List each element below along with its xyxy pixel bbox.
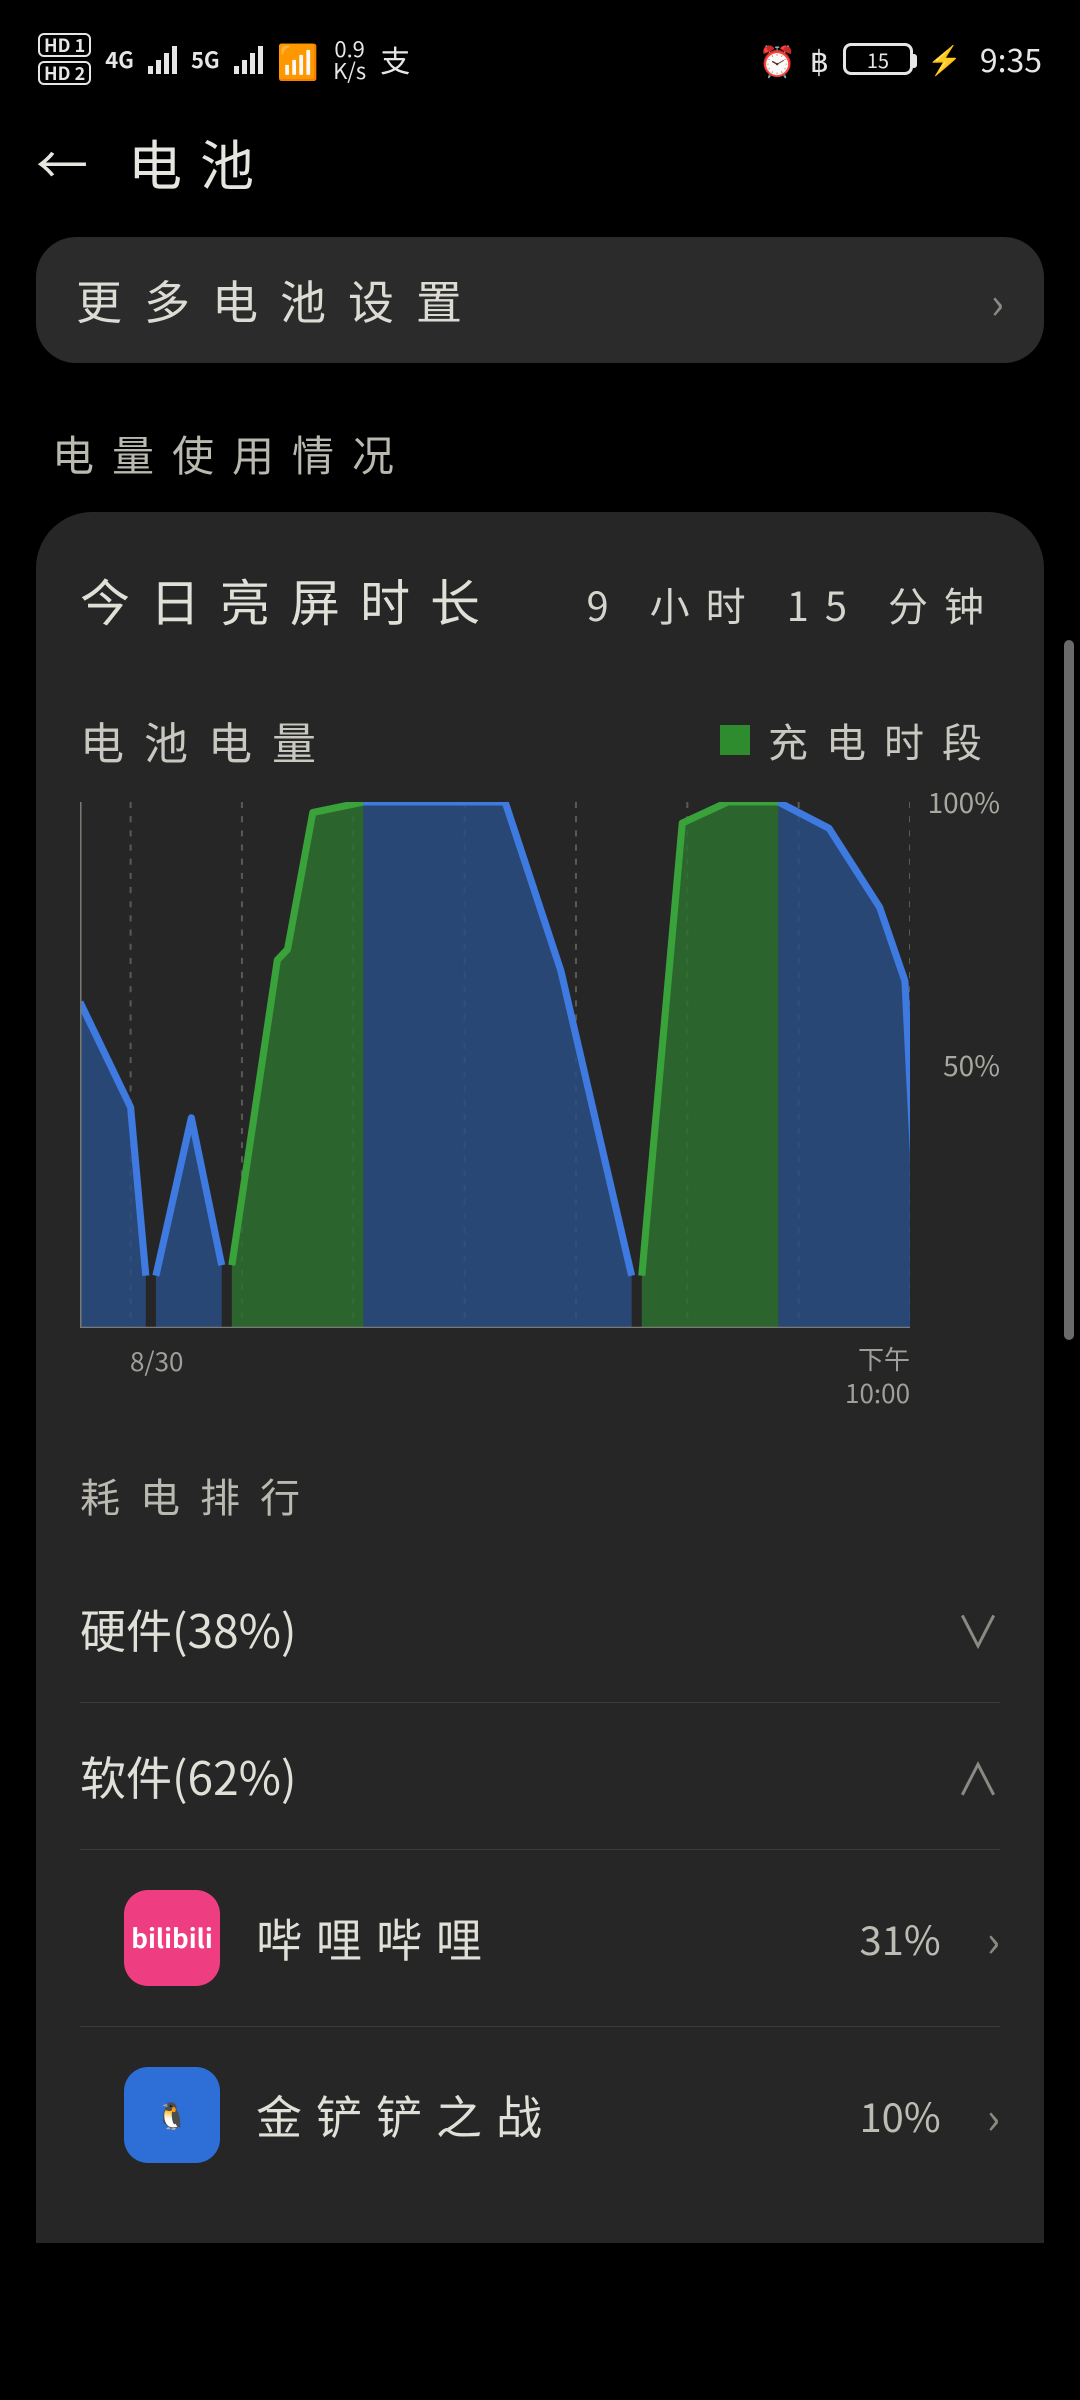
hd-sim-indicator: HD 1 HD 2 (38, 33, 91, 85)
net-speed: 0.9 K/s (333, 37, 366, 81)
chevron-right-icon: › (987, 2083, 1000, 2147)
software-app-list: bilibili 哔哩哔哩 31% › 🐧 金铲铲之战 10% › (80, 1849, 1000, 2203)
x-axis-labels: 8/30 下午 10:00 (80, 1342, 1000, 1410)
y-tick-50: 50% (943, 1045, 1000, 1085)
app-row[interactable]: 🐧 金铲铲之战 10% › (80, 2026, 1000, 2203)
battery-chart[interactable] (80, 802, 910, 1328)
hd1-badge: HD 1 (38, 33, 91, 57)
chart-header: 电池电量 充电时段 (80, 708, 1000, 772)
app-name: 哔哩哔哩 (256, 1905, 823, 1971)
chart-wrap: 100% 50% (80, 802, 1000, 1328)
network-2-label: 5G (191, 43, 220, 75)
network-1-label: 4G (105, 43, 134, 75)
battery-pct: 15 (867, 45, 889, 74)
y-tick-100: 100% (928, 782, 1000, 822)
x-end-line2: 10:00 (845, 1374, 910, 1411)
screen-on-label: 今日亮屏时长 (80, 564, 500, 636)
app-percentage: 10% (859, 2086, 940, 2144)
status-right: ⏰ ฿ 15 ⚡ 9:35 (758, 36, 1042, 82)
chart-legend: 充电时段 (720, 711, 1000, 769)
chevron-right-icon: › (987, 1906, 1000, 1970)
hd2-badge: HD 2 (38, 61, 91, 85)
hardware-label: 硬件(38%) (80, 1596, 297, 1662)
usage-section-heading: 电量使用情况 (0, 363, 1080, 512)
app-percentage: 31% (859, 1909, 940, 1967)
wifi-icon: 📶 (277, 35, 319, 84)
signal-2-icon (234, 44, 263, 74)
status-bar: HD 1 HD 2 4G 5G 📶 0.9 K/s 支 ⏰ ฿ 15 ⚡ 9:3… (0, 0, 1080, 94)
x-end-line1: 下午 (858, 1340, 910, 1377)
app-name: 金铲铲之战 (256, 2082, 823, 2148)
chevron-down-icon: ∨ (956, 1597, 1000, 1661)
status-left: HD 1 HD 2 4G 5G 📶 0.9 K/s 支 (38, 33, 410, 85)
software-label: 软件(62%) (80, 1743, 297, 1809)
alarm-icon: ⏰ (758, 37, 795, 81)
chevron-right-icon: › (991, 268, 1004, 332)
more-battery-settings-label: 更多电池设置 (76, 267, 484, 333)
legend-label: 充电时段 (768, 711, 1000, 769)
usage-card: 今日亮屏时长 9 小时 15 分钟 电池电量 充电时段 100% 50% 8/3… (36, 512, 1044, 2243)
clock: 9:35 (980, 36, 1042, 82)
alipay-icon: 支 (380, 37, 410, 81)
app-row[interactable]: bilibili 哔哩哔哩 31% › (80, 1849, 1000, 2026)
more-battery-settings[interactable]: 更多电池设置 › (36, 237, 1044, 363)
screen-on-row: 今日亮屏时长 9 小时 15 分钟 (80, 564, 1000, 636)
app-icon: bilibili (124, 1890, 220, 1986)
page-header: ← 电池 (0, 94, 1080, 237)
chevron-up-icon: ∧ (956, 1744, 1000, 1808)
back-icon[interactable]: ← (36, 124, 88, 199)
app-icon: 🐧 (124, 2067, 220, 2163)
signal-1-icon (148, 44, 177, 74)
legend-swatch (720, 725, 750, 755)
ranking-heading: 耗电排行 (80, 1410, 1000, 1556)
bluetooth-icon: ฿ (810, 37, 829, 81)
x-start-label: 8/30 (130, 1342, 183, 1410)
charging-icon: ⚡ (927, 39, 962, 79)
battery-icon: 15 (843, 43, 913, 75)
x-end-label: 下午 10:00 (845, 1342, 910, 1410)
hardware-row[interactable]: 硬件(38%) ∨ (80, 1556, 1000, 1702)
chart-title: 电池电量 (80, 708, 336, 772)
scroll-indicator[interactable] (1064, 640, 1074, 1340)
net-speed-unit: K/s (333, 59, 366, 81)
software-row[interactable]: 软件(62%) ∧ (80, 1702, 1000, 1849)
screen-on-value: 9 小时 15 分钟 (587, 575, 1000, 633)
page-title: 电池 (128, 122, 272, 201)
